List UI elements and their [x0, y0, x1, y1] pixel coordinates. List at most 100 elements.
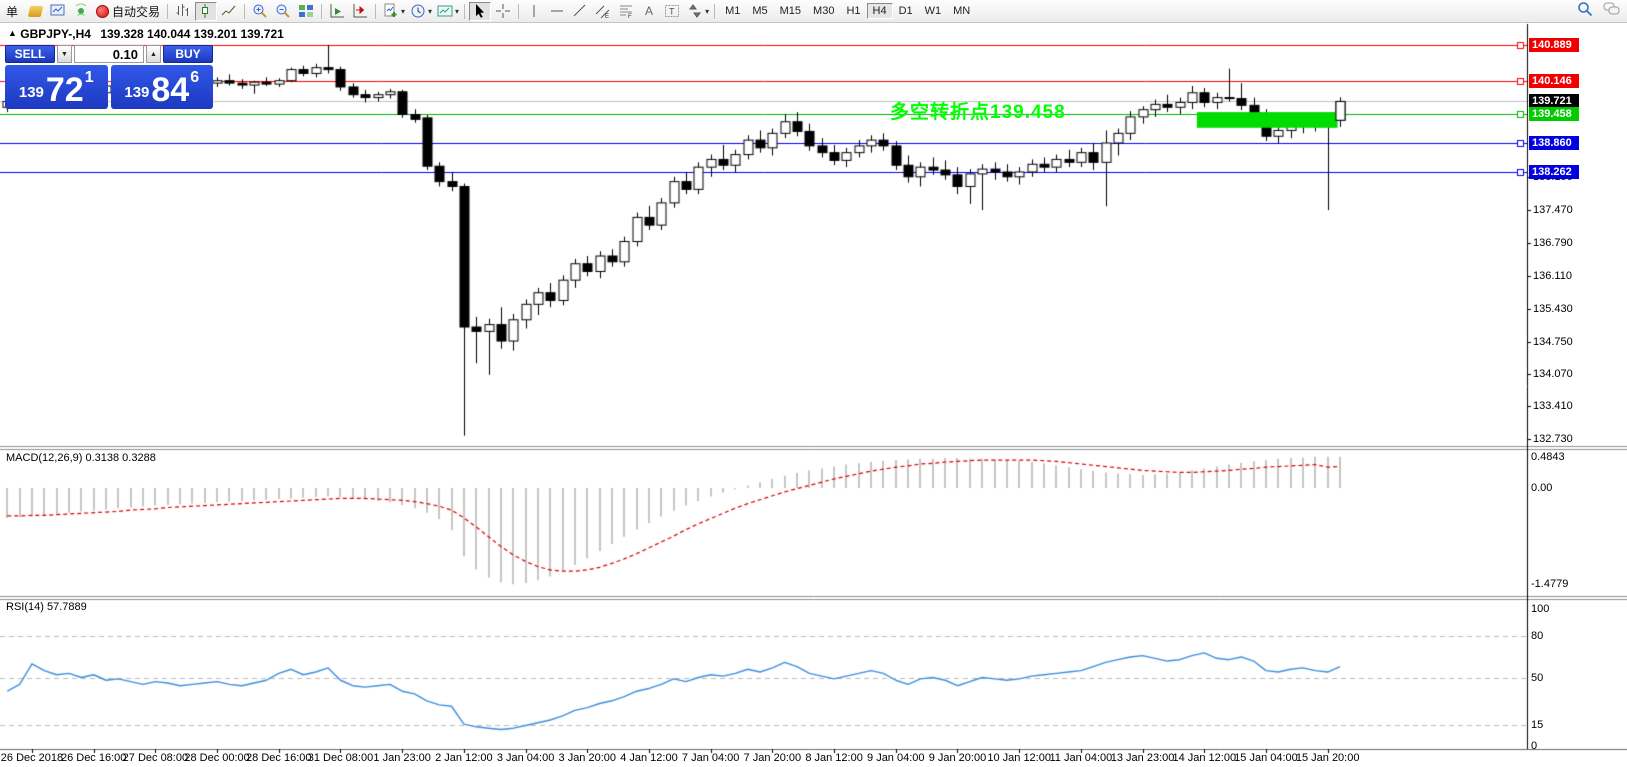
market-watch-icon[interactable] — [47, 2, 69, 21]
toolbar-separator — [241, 1, 249, 21]
price-axis-tick: 133.410 — [1533, 400, 1573, 413]
time-axis-label: 31 Dec 08:00 — [307, 752, 374, 764]
buy-price-pip: 6 — [190, 69, 200, 86]
zoom-out-icon[interactable] — [272, 2, 294, 21]
autotrading-label[interactable]: 自动交易 — [112, 4, 161, 19]
periods-icon[interactable] — [407, 2, 429, 21]
price-axis-tick: 136.790 — [1533, 236, 1573, 249]
line-chart-icon[interactable] — [218, 2, 240, 21]
zoom-in-icon[interactable] — [249, 2, 271, 21]
text-icon[interactable]: A — [638, 2, 660, 21]
price-axis-tick: 132.730 — [1533, 433, 1573, 446]
lot-increase-button[interactable]: ▲ — [146, 45, 161, 63]
price-axis-tick: 134.070 — [1533, 368, 1573, 381]
sell-price-main: 72 — [45, 71, 84, 109]
timeframe-m30[interactable]: M30 — [813, 5, 835, 17]
timeframe-toolbar: M1 M5 M15 M30 H1 H4 D1 W1 MN — [719, 3, 976, 19]
timeframe-m1[interactable]: M1 — [725, 5, 741, 17]
dropdown-caret[interactable]: ▾ — [455, 6, 460, 16]
candlestick-chart-icon[interactable] — [195, 1, 218, 21]
history-icon[interactable] — [24, 2, 46, 21]
lot-size-input[interactable] — [74, 45, 144, 63]
text-label-icon[interactable]: T — [661, 2, 683, 21]
time-axis-label: 26 Dec 2018 — [0, 752, 64, 764]
templates-icon[interactable] — [434, 2, 456, 21]
timeframe-h1[interactable]: H1 — [846, 5, 861, 17]
chart-shift-icon[interactable] — [349, 2, 371, 21]
rsi-scale-label: 80 — [1531, 630, 1544, 643]
price-level-label: 139.458 — [1529, 107, 1579, 122]
macd-scale-label: 0.4843 — [1531, 450, 1565, 463]
price-level-label: 140.146 — [1529, 73, 1579, 88]
buy-price-main: 84 — [151, 71, 190, 109]
time-axis-label: 3 Jan 20:00 — [558, 752, 617, 764]
buy-price-button[interactable]: 139 84 6 — [110, 65, 213, 109]
price-axis-tick: 134.750 — [1533, 335, 1573, 348]
timeframe-d1[interactable]: D1 — [898, 5, 913, 17]
timeframe-w1[interactable]: W1 — [924, 5, 942, 17]
price-axis-tick: 137.470 — [1533, 204, 1573, 217]
time-axis-label: 9 Jan 04:00 — [867, 752, 925, 764]
time-axis-label: 14 Jan 12:00 — [1172, 752, 1237, 764]
timeframe-h4[interactable]: H4 — [866, 3, 893, 19]
time-axis-label: 4 Jan 12:00 — [620, 752, 678, 764]
time-axis-label: 3 Jan 04:00 — [496, 752, 555, 764]
time-axis-label: 2 Jan 12:00 — [435, 752, 493, 764]
rsi-scale-label: 15 — [1531, 719, 1544, 732]
search-icon[interactable] — [1577, 1, 1593, 17]
sell-price-button[interactable]: 139 72 1 — [5, 65, 108, 109]
arrows-icon[interactable] — [684, 2, 706, 21]
time-axis-label: 9 Jan 20:00 — [928, 752, 987, 764]
buy-price-prefix: 139 — [124, 84, 150, 101]
crosshair-icon[interactable] — [492, 2, 514, 21]
time-axis-label: 8 Jan 12:00 — [805, 752, 863, 764]
price-axis-tick: 136.110 — [1533, 269, 1572, 282]
signals-icon[interactable] — [70, 2, 92, 21]
timeframe-m15[interactable]: M15 — [779, 5, 802, 17]
time-axis-label: 13 Jan 23:00 — [1110, 752, 1175, 764]
trendline-icon[interactable] — [569, 2, 591, 21]
sell-price-pip: 1 — [84, 69, 94, 86]
rsi-scale-label: 0 — [1531, 740, 1538, 752]
fibonacci-icon[interactable]: F — [615, 2, 637, 21]
collapse-icon[interactable]: ▲ — [8, 28, 17, 38]
chat-icon[interactable] — [1603, 1, 1621, 17]
time-axis-label: 10 Jan 12:00 — [987, 752, 1051, 764]
time-axis-label: 15 Jan 04:00 — [1234, 752, 1298, 764]
dropdown-caret[interactable]: ▾ — [401, 6, 406, 16]
new-order-button[interactable]: 单 — [5, 4, 18, 19]
toolbar-separator — [164, 1, 172, 21]
sell-button[interactable]: SELL — [5, 45, 55, 63]
lot-decrease-button[interactable]: ▼ — [57, 45, 72, 63]
macd-indicator-label: MACD(12,26,9) 0.3138 0.3288 — [6, 452, 156, 464]
price-axis-tick: 135.430 — [1533, 302, 1573, 315]
tile-windows-icon[interactable] — [295, 2, 317, 21]
dropdown-caret[interactable]: ▾ — [428, 6, 433, 16]
pivot-annotation-text[interactable]: 多空转折点139.458 — [890, 102, 1066, 123]
timeframe-m5[interactable]: M5 — [752, 5, 768, 17]
bar-chart-icon[interactable] — [172, 2, 194, 21]
autotrading-icon[interactable] — [93, 2, 111, 21]
chart-title: ▲ GBPJPY-,H4 139.328 140.044 139.201 139… — [8, 27, 284, 41]
toolbar-separator — [461, 1, 469, 21]
indicators-icon[interactable] — [380, 2, 402, 21]
horizontal-line-icon[interactable] — [546, 2, 568, 21]
svg-text:F: F — [628, 14, 632, 19]
timeframe-mn[interactable]: MN — [953, 5, 971, 17]
dropdown-caret[interactable]: ▾ — [705, 6, 710, 16]
toolbar-separator — [711, 1, 719, 21]
vertical-line-icon[interactable] — [523, 2, 545, 21]
toolbar-separator — [372, 1, 380, 21]
time-axis-label: 1 Jan 23:00 — [373, 752, 431, 764]
svg-text:A: A — [645, 4, 653, 18]
equidistant-channel-icon[interactable]: E — [592, 2, 614, 21]
auto-scroll-icon[interactable] — [326, 2, 348, 21]
ohlc-values: 139.328 140.044 139.201 139.721 — [100, 27, 284, 41]
time-axis-label: 28 Dec 00:00 — [184, 752, 250, 764]
cursor-icon[interactable] — [469, 1, 492, 21]
time-axis-label: 11 Jan 04:00 — [1049, 752, 1113, 764]
time-axis-label: 7 Jan 04:00 — [681, 752, 740, 764]
buy-button[interactable]: BUY — [163, 45, 213, 63]
rsi-scale-label: 100 — [1531, 603, 1550, 615]
